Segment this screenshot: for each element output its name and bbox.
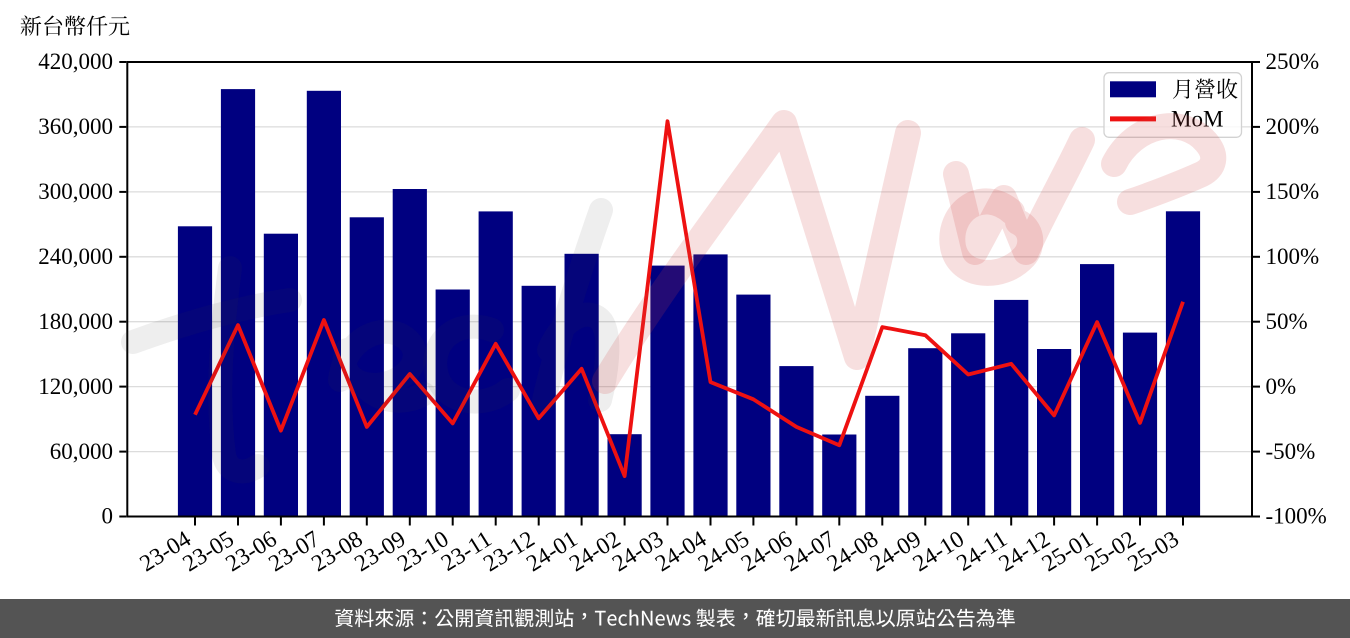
svg-text:240,000: 240,000 <box>38 244 113 269</box>
svg-text:60,000: 60,000 <box>50 439 113 464</box>
svg-text:MoM: MoM <box>1171 107 1223 132</box>
svg-text:150%: 150% <box>1266 179 1320 204</box>
svg-text:360,000: 360,000 <box>38 114 113 139</box>
svg-text:420,000: 420,000 <box>38 49 113 74</box>
svg-text:50%: 50% <box>1266 309 1308 334</box>
svg-text:300,000: 300,000 <box>38 179 113 204</box>
svg-text:-100%: -100% <box>1266 504 1327 529</box>
svg-text:0: 0 <box>102 504 114 529</box>
svg-text:120,000: 120,000 <box>38 374 113 399</box>
svg-text:0%: 0% <box>1266 374 1297 399</box>
svg-text:200%: 200% <box>1266 114 1320 139</box>
svg-text:100%: 100% <box>1266 244 1320 269</box>
svg-text:250%: 250% <box>1266 49 1320 74</box>
svg-text:-50%: -50% <box>1266 439 1316 464</box>
svg-text:180,000: 180,000 <box>38 309 113 334</box>
